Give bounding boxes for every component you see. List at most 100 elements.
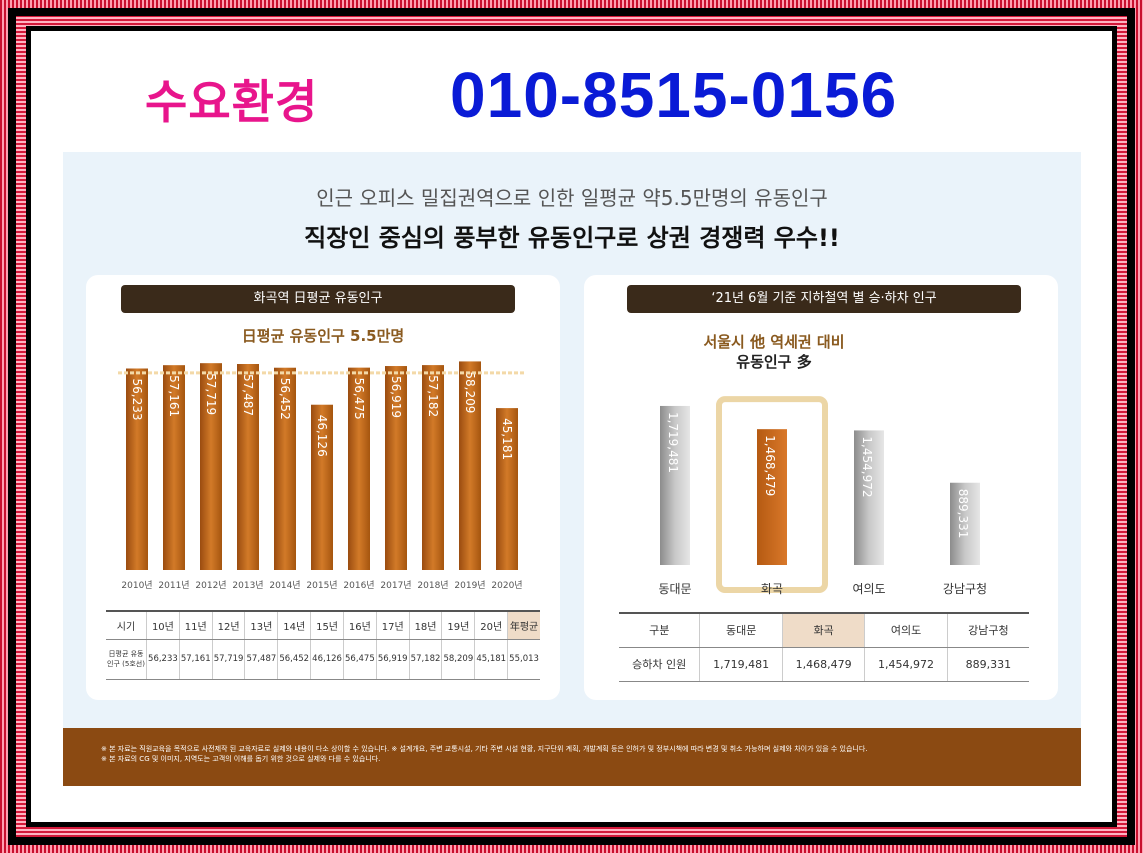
bar-2020년: [496, 408, 518, 570]
table-cell: 56,233: [146, 639, 180, 680]
bar-data-label: 57,161: [167, 375, 181, 417]
x-tick-label: 2016년: [343, 580, 374, 591]
x-tick-label: 2010년: [121, 580, 152, 591]
table-header-cell: 10년: [146, 610, 180, 640]
headline-line1: 인근 오피스 밀집권역으로 인한 일평균 약5.5만명의 유동인구: [316, 186, 828, 210]
table-cell: 57,719: [212, 639, 246, 680]
x-tick-label: 강남구청: [943, 582, 987, 596]
phone-number[interactable]: 010-8515-0156: [450, 59, 898, 131]
bar-data-label: 56,919: [389, 376, 403, 418]
bar-2010년: [126, 368, 148, 570]
bar-2015년: [311, 404, 333, 570]
main-panel: 인근 오피스 밀집권역으로 인한 일평균 약5.5만명의 유동인구 직장인 중심…: [63, 152, 1081, 728]
table-header-cell: 동대문: [699, 612, 783, 648]
left-bar-chart: 56,233 2010년 57,161 2011년 57,719 2012년 57,487 2…: [118, 361, 526, 591]
bar-data-label: 889,331: [956, 489, 970, 539]
x-tick-label: 동대문: [658, 582, 691, 596]
table-header-cell: 구분: [619, 612, 701, 648]
table-cell: 56,919: [376, 639, 410, 680]
x-tick-label: 화곡: [761, 582, 783, 596]
bar-2017년: [385, 366, 407, 570]
footer-notes: ※ 본 자료는 직원교육을 목적으로 사전제작 된 교육자료로 실제와 내용이 …: [63, 728, 1081, 786]
bar-2013년: [237, 364, 259, 570]
left-chart-subtitle: 日평균 유동인구 5.5만명: [241, 327, 405, 345]
bar-data-label: 1,468,479: [763, 435, 777, 496]
bar-화곡: [757, 429, 787, 565]
page-title: 수요환경: [145, 75, 319, 129]
x-tick-label: 2015년: [306, 580, 337, 591]
x-tick-label: 2020년: [491, 580, 522, 591]
table-header-cell: 여의도: [864, 612, 948, 648]
headline-line2: 직장인 중심의 풍부한 유동인구로 상권 경쟁력 우수!!: [304, 224, 840, 252]
table-cell: 57,182: [409, 639, 443, 680]
x-tick-label: 2012년: [195, 580, 226, 591]
right-chart-subtitle-1: 서울시 他 역세권 대비: [703, 333, 845, 351]
right-card: ‘21년 6월 기준 지하철역 별 승·하차 인구 서울시 他 역세권 대비 유…: [584, 275, 1058, 700]
x-tick-label: 2014년: [269, 580, 300, 591]
x-tick-label: 2013년: [232, 580, 263, 591]
table-header-cell: 강남구청: [947, 612, 1029, 648]
table-header-cell: 15년: [310, 610, 344, 640]
table-header-cell: 14년: [277, 610, 312, 640]
table-cell: 57,487: [244, 639, 279, 680]
table-cell: 1,454,972: [864, 647, 948, 682]
table-row-label: 日평균 유동인구 (5호선): [106, 639, 147, 680]
right-chart-subtitle-2: 유동인구 多: [736, 353, 812, 371]
bar-2011년: [163, 365, 185, 570]
footer-note-1: ※ 본 자료는 직원교육을 목적으로 사전제작 된 교육자료로 실제와 내용이 …: [101, 745, 868, 753]
table-cell: 57,161: [179, 639, 213, 680]
table-header-cell: 시기: [106, 610, 147, 640]
x-tick-label: 여의도: [852, 582, 885, 596]
table-header-cell: 20년: [474, 610, 509, 640]
x-tick-label: 2011년: [158, 580, 189, 591]
table-cell: 1,468,479: [782, 647, 866, 682]
right-card-title: ‘21년 6월 기준 지하철역 별 승·하차 인구: [627, 285, 1021, 313]
table-cell: 45,181: [474, 639, 509, 680]
table-cell: 56,452: [277, 639, 312, 680]
bar-data-label: 57,182: [426, 375, 440, 417]
table-header-cell: 13년: [244, 610, 279, 640]
table-row-label: 승하차 인원: [619, 647, 701, 682]
bar-data-label: 46,126: [315, 415, 329, 457]
table-cell: 889,331: [947, 647, 1029, 682]
table-cell: 55,013: [507, 639, 540, 680]
table-header-cell: 17년: [376, 610, 410, 640]
bar-data-label: 45,181: [500, 418, 514, 460]
table-cell: 56,475: [343, 639, 377, 680]
bar-2019년: [459, 361, 481, 570]
highlight-frame: [716, 396, 828, 593]
right-bar-chart: 1,719,481 동대문 1,468,479 화곡 1,454,972 여의도 889,3…: [658, 396, 987, 596]
bar-2012년: [200, 363, 222, 570]
right-data-table: 구분 동대문 화곡 여의도 강남구청 승하차 인원 1,719,481 1,46…: [619, 612, 1029, 682]
bar-2014년: [274, 367, 296, 570]
bar-여의도: [854, 430, 884, 565]
table-cell: 58,209: [441, 639, 476, 680]
left-card-title: 화곡역 日평균 유동인구: [121, 285, 515, 313]
bar-data-label: 57,487: [241, 374, 255, 416]
left-card: 화곡역 日평균 유동인구 日평균 유동인구 5.5만명 56,233 2010년 5…: [86, 275, 560, 700]
bar-data-label: 57,719: [204, 373, 218, 415]
left-data-table: 시기 10년 11년 12년 13년 14년 15년 16년 17년 18년 1…: [106, 610, 540, 680]
table-header-cell: 年평균: [507, 610, 540, 640]
table-cell: 1,719,481: [699, 647, 783, 682]
x-tick-label: 2018년: [417, 580, 448, 591]
bar-data-label: 58,209: [463, 371, 477, 413]
table-header-cell: 12년: [212, 610, 246, 640]
bar-2018년: [422, 365, 444, 570]
table-header-cell: 11년: [179, 610, 213, 640]
x-tick-label: 2019년: [454, 580, 485, 591]
table-header-cell: 16년: [343, 610, 377, 640]
bar-data-label: 1,719,481: [666, 412, 680, 473]
table-header-cell: 화곡: [782, 612, 866, 648]
bar-2016년: [348, 367, 370, 570]
bar-data-label: 56,475: [352, 378, 366, 420]
bar-data-label: 56,233: [130, 378, 144, 420]
bar-data-label: 1,454,972: [860, 436, 874, 497]
bar-강남구청: [950, 482, 980, 565]
table-header-cell: 18년: [409, 610, 443, 640]
footer-note-2: ※ 본 자료의 CG 및 이미지, 지역도는 고객의 이해를 돕기 위한 것으로…: [101, 755, 381, 763]
bar-동대문: [660, 405, 690, 565]
table-header-cell: 19년: [441, 610, 476, 640]
bar-data-label: 56,452: [278, 378, 292, 420]
table-cell: 46,126: [310, 639, 344, 680]
